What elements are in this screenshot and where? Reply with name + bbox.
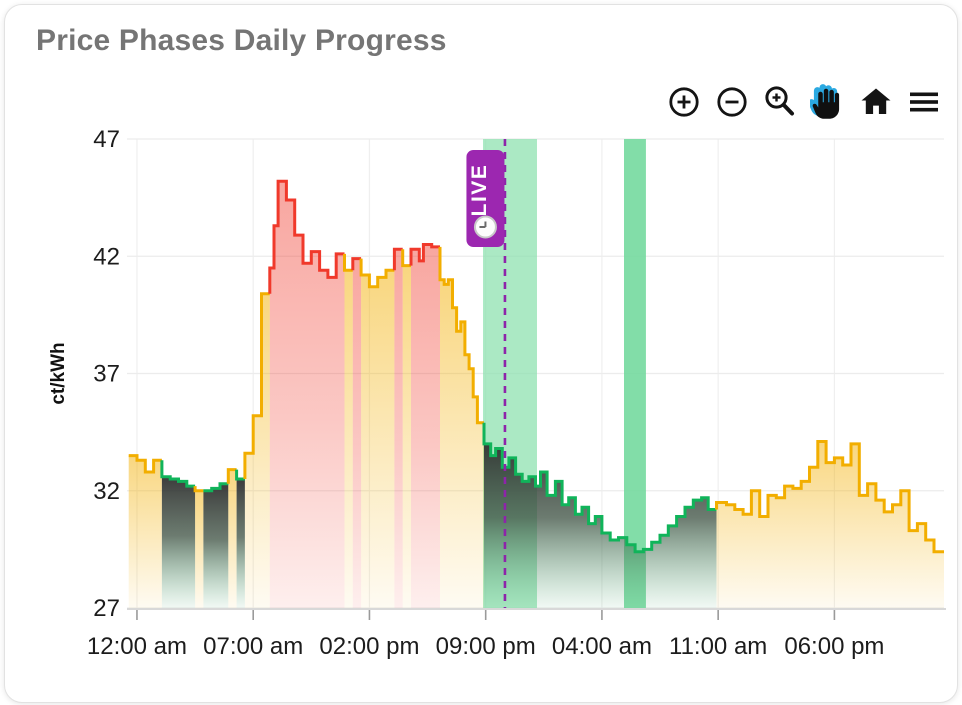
price-step-line-cheap xyxy=(482,422,717,554)
price-step-line-normal xyxy=(359,258,395,289)
price-step-line-normal xyxy=(401,249,411,268)
phase-area-cheap xyxy=(236,479,245,608)
price-step-line-normal xyxy=(343,253,353,272)
price-step-line-cheap xyxy=(203,482,229,493)
price-step-line-cheap xyxy=(235,469,245,481)
price-step-line-normal xyxy=(226,468,237,484)
price-step-line-normal xyxy=(128,454,162,474)
price-step-line-cheap xyxy=(160,460,196,488)
zoom-out-button[interactable] xyxy=(712,82,752,122)
menu-icon xyxy=(910,92,938,112)
price-step-line-normal xyxy=(715,440,944,554)
y-axis-label: 42 xyxy=(93,243,120,270)
price-step-line-expensive xyxy=(351,257,362,271)
chart-toolbar xyxy=(664,82,944,122)
y-axis-label: 27 xyxy=(93,595,120,622)
x-axis-label: 02:00 pm xyxy=(319,633,419,660)
box-zoom-button[interactable] xyxy=(760,82,800,122)
x-axis-label: 07:00 am xyxy=(203,633,303,660)
phase-area-cheap xyxy=(484,443,717,608)
price-step-line-normal xyxy=(193,486,204,493)
zoom-in-button[interactable] xyxy=(664,82,704,122)
zoom-in-icon xyxy=(669,87,699,117)
phase-area-normal xyxy=(244,293,270,608)
phase-area-cheap xyxy=(203,483,229,608)
pan-icon xyxy=(810,84,840,119)
zoom-out-icon xyxy=(717,87,747,117)
phase-area-cheap xyxy=(161,476,196,608)
x-axis-label: 11:00 am xyxy=(669,633,767,660)
phase-area-normal xyxy=(228,469,237,608)
page-title: Price Phases Daily Progress xyxy=(36,24,447,57)
y-axis-label: 32 xyxy=(93,478,120,505)
phase-area-normal xyxy=(402,265,411,608)
phase-area-expensive xyxy=(269,181,345,608)
y-axis-label: 37 xyxy=(93,361,120,388)
x-axis-label: 09:00 pm xyxy=(436,633,536,660)
pan-button[interactable] xyxy=(808,82,848,122)
phase-area-normal xyxy=(440,279,484,608)
y-axis-title: ct/kWh xyxy=(48,342,69,404)
x-axis-label: 06:00 pm xyxy=(784,633,884,660)
box-zoom-icon xyxy=(765,86,794,116)
phase-area-normal xyxy=(195,490,204,608)
price-step-line-expensive xyxy=(409,243,440,266)
live-badge[interactable]: LIVE xyxy=(466,150,505,247)
clock-icon xyxy=(473,215,497,239)
live-badge-label: LIVE xyxy=(468,164,491,217)
phase-area-normal xyxy=(361,270,395,608)
price-step-line-normal xyxy=(243,292,270,479)
y-axis-label: 47 xyxy=(93,126,120,153)
home-icon xyxy=(861,88,891,114)
price-step-line-normal xyxy=(438,246,484,425)
price-step-line-expensive xyxy=(392,247,403,271)
price-step-line-expensive xyxy=(268,179,345,294)
x-axis-label: 04:00 am xyxy=(552,633,652,660)
phase-area-expensive xyxy=(394,249,403,608)
phase-area-normal xyxy=(128,455,162,608)
phase-area-expensive xyxy=(411,244,440,608)
cheap-phase-highlight-band xyxy=(624,139,646,608)
phase-area-normal xyxy=(716,441,944,608)
x-axis-label: 12:00 am xyxy=(87,633,187,660)
home-button[interactable] xyxy=(856,82,896,122)
phase-area-normal xyxy=(344,270,353,608)
menu-button[interactable] xyxy=(904,82,944,122)
phase-area-expensive xyxy=(352,258,362,608)
